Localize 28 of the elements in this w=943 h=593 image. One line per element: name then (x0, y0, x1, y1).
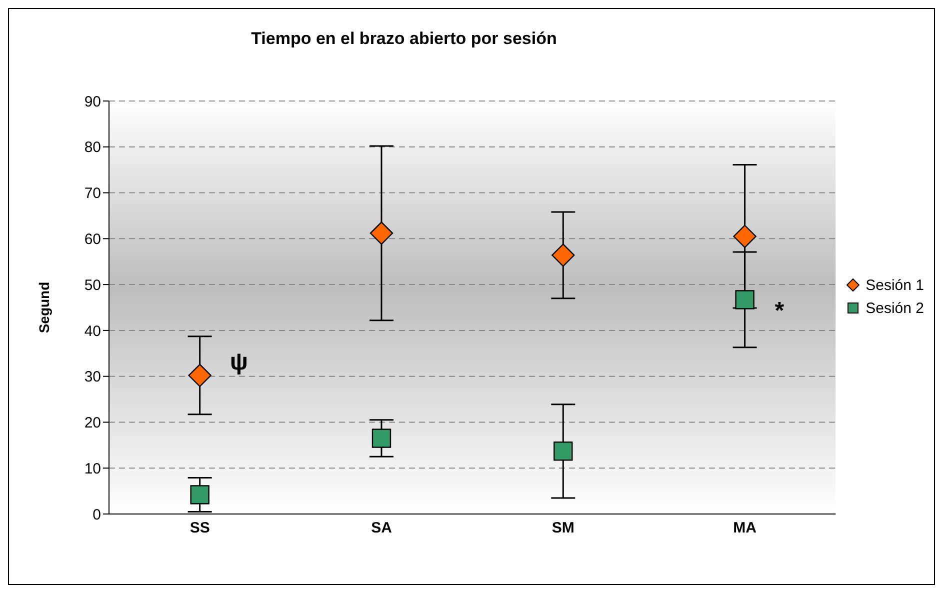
y-tick-label: 50 (84, 276, 101, 294)
point (188, 364, 212, 388)
point (554, 442, 573, 461)
y-tick-label: 90 (84, 93, 101, 110)
y-tick-label: 20 (84, 414, 101, 432)
legend-label: Sesión 1 (866, 276, 924, 294)
x-tick-label: SA (371, 520, 392, 537)
point (372, 428, 392, 448)
y-tick-label: 40 (84, 322, 101, 340)
y-tick-label: 70 (84, 185, 101, 202)
point (190, 485, 210, 504)
y-axis-title: Segund (36, 282, 52, 334)
point (370, 222, 394, 245)
point (735, 290, 754, 310)
annotation: ψ (230, 348, 248, 376)
y-tick-label: 0 (92, 506, 101, 524)
annotation: * (774, 297, 785, 324)
x-tick-label: MA (733, 520, 757, 537)
legend-label: Sesión 2 (866, 300, 924, 316)
x-tick-label: SM (552, 520, 574, 537)
y-tick-label: 30 (84, 368, 101, 386)
y-tick-label: 80 (84, 139, 101, 156)
y-tick-label: 10 (84, 460, 101, 478)
x-tick-label: SS (190, 520, 210, 537)
chart-title: Tiempo en el brazo abierto por sesión (250, 29, 558, 49)
point (733, 224, 756, 248)
point (552, 244, 575, 267)
y-tick-label: 60 (84, 230, 101, 248)
